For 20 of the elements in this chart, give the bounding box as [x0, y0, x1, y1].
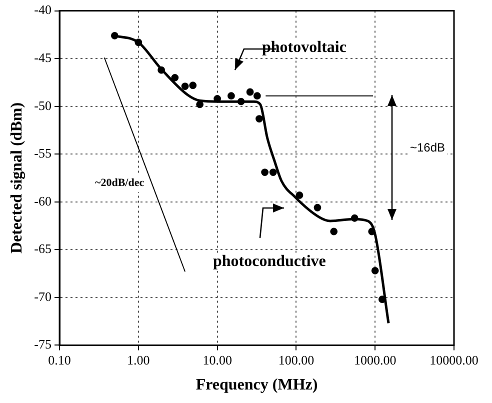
annotation: photovoltaic — [262, 39, 346, 56]
annotation: photoconductive — [213, 253, 326, 270]
y-tick-label: -65 — [34, 241, 52, 256]
x-axis-title: Frequency (MHz) — [196, 376, 318, 394]
y-tick-label: -50 — [34, 98, 52, 113]
x-tick-label: 1.00 — [127, 352, 150, 368]
x-tick-label: 0.10 — [48, 352, 71, 368]
annotation: ~16dB — [410, 140, 446, 154]
y-tick-label: -40 — [34, 2, 52, 18]
x-tick-label: 10000.00 — [430, 352, 478, 368]
y-tick-label: -45 — [34, 50, 52, 65]
y-tick-label: -60 — [34, 193, 52, 208]
x-tick-label: 10.00 — [202, 352, 232, 368]
annotation: ~20dB/dec — [95, 176, 144, 189]
y-tick-label: -75 — [34, 336, 52, 352]
y-tick-label: -70 — [34, 288, 52, 304]
x-tick-label: 100.00 — [278, 352, 314, 368]
y-tick-label: -55 — [34, 146, 52, 161]
y-axis-title: Detected signal (dBm) — [8, 102, 26, 254]
x-tick-label: 1000.00 — [354, 352, 396, 368]
